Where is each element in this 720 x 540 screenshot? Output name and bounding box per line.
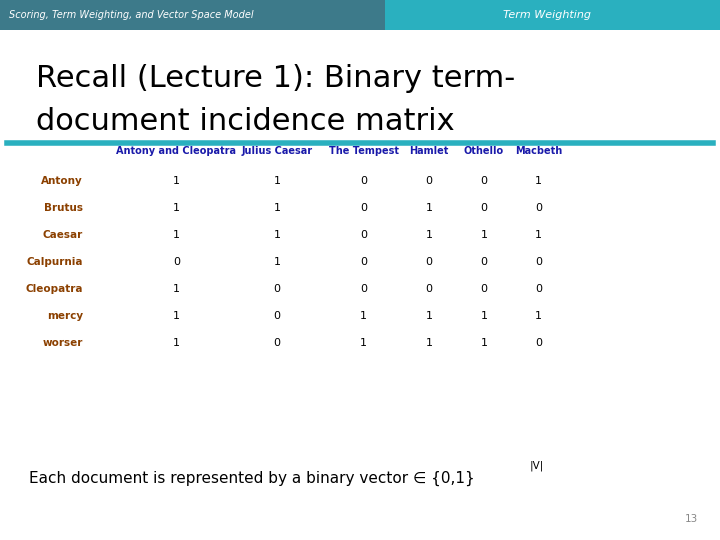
- Text: 0: 0: [535, 284, 542, 294]
- Text: 1: 1: [480, 338, 487, 348]
- Text: 1: 1: [535, 311, 542, 321]
- Text: |V|: |V|: [529, 461, 544, 471]
- Text: 1: 1: [426, 338, 433, 348]
- Text: 1: 1: [173, 230, 180, 240]
- Text: 1: 1: [426, 203, 433, 213]
- Text: Macbeth: Macbeth: [515, 146, 562, 156]
- Bar: [0, 0, 385, 30]
- Text: 0: 0: [480, 203, 487, 213]
- Text: Cleopatra: Cleopatra: [25, 284, 83, 294]
- Text: Brutus: Brutus: [44, 203, 83, 213]
- Text: 1: 1: [173, 338, 180, 348]
- Text: Othello: Othello: [464, 146, 504, 156]
- Text: 1: 1: [360, 338, 367, 348]
- Text: Caesar: Caesar: [42, 230, 83, 240]
- Text: 1: 1: [535, 230, 542, 240]
- Text: 0: 0: [274, 338, 281, 348]
- Text: 0: 0: [360, 257, 367, 267]
- Text: 1: 1: [173, 311, 180, 321]
- Text: Scoring, Term Weighting, and Vector Space Model: Scoring, Term Weighting, and Vector Spac…: [9, 10, 253, 20]
- Text: 13: 13: [685, 515, 698, 524]
- Text: 1: 1: [274, 257, 281, 267]
- Text: 0: 0: [360, 230, 367, 240]
- Text: 1: 1: [173, 203, 180, 213]
- Text: 0: 0: [274, 311, 281, 321]
- Text: Recall (Lecture 1): Binary term-: Recall (Lecture 1): Binary term-: [36, 64, 516, 93]
- Text: 0: 0: [535, 257, 542, 267]
- Text: 1: 1: [480, 311, 487, 321]
- Text: Hamlet: Hamlet: [410, 146, 449, 156]
- Text: 1: 1: [426, 311, 433, 321]
- Text: Antony and Cleopatra: Antony and Cleopatra: [117, 146, 236, 156]
- Text: 1: 1: [274, 203, 281, 213]
- Text: 0: 0: [274, 284, 281, 294]
- Text: 0: 0: [426, 176, 433, 186]
- Text: Term Weighting: Term Weighting: [503, 10, 591, 20]
- Text: Julius Caesar: Julius Caesar: [242, 146, 312, 156]
- Text: 1: 1: [173, 284, 180, 294]
- Text: 0: 0: [535, 203, 542, 213]
- Text: Each document is represented by a binary vector ∈ {0,1}: Each document is represented by a binary…: [29, 470, 474, 485]
- Text: 0: 0: [480, 176, 487, 186]
- Text: The Tempest: The Tempest: [328, 146, 399, 156]
- Text: document incidence matrix: document incidence matrix: [36, 107, 454, 136]
- Text: 1: 1: [535, 176, 542, 186]
- Text: 1: 1: [360, 311, 367, 321]
- Text: 1: 1: [274, 230, 281, 240]
- Text: 0: 0: [535, 338, 542, 348]
- Text: 0: 0: [480, 257, 487, 267]
- Text: Antony: Antony: [41, 176, 83, 186]
- Text: 0: 0: [360, 203, 367, 213]
- Text: 1: 1: [426, 230, 433, 240]
- Bar: [385, 0, 720, 30]
- Text: 0: 0: [426, 284, 433, 294]
- Text: worser: worser: [42, 338, 83, 348]
- Text: 1: 1: [274, 176, 281, 186]
- Text: 1: 1: [480, 230, 487, 240]
- Text: 0: 0: [480, 284, 487, 294]
- Text: 0: 0: [360, 284, 367, 294]
- Text: 0: 0: [173, 257, 180, 267]
- Text: mercy: mercy: [47, 311, 83, 321]
- Text: Calpurnia: Calpurnia: [27, 257, 83, 267]
- Text: 1: 1: [173, 176, 180, 186]
- Text: 0: 0: [360, 176, 367, 186]
- Text: 0: 0: [426, 257, 433, 267]
